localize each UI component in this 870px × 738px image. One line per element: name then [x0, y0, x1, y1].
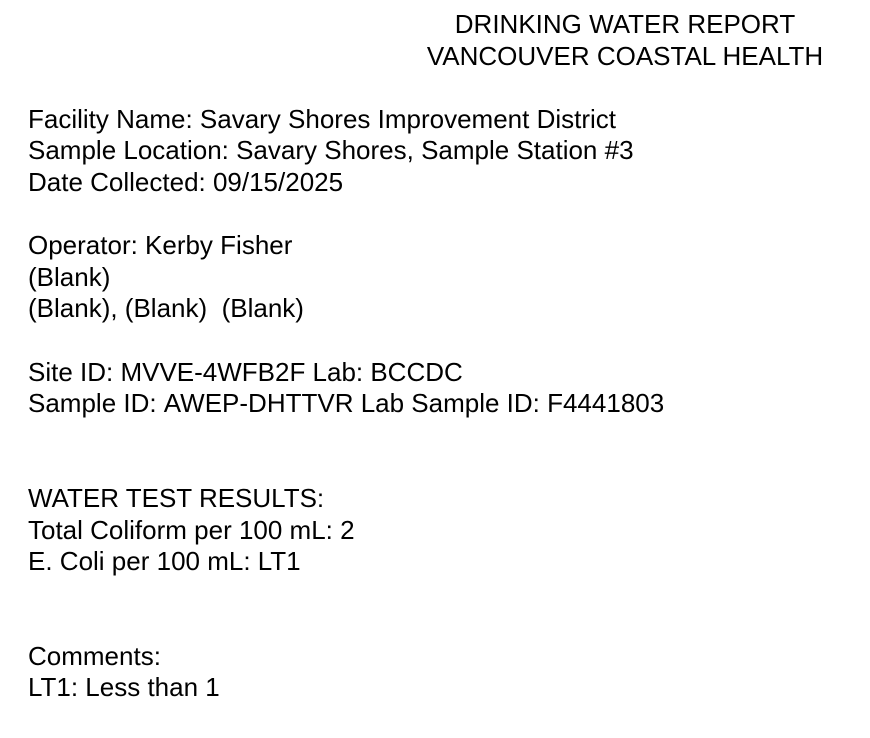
sample-location-line: Sample Location: Savary Shores, Sample St… [28, 135, 870, 167]
e-coli-value: LT1 [257, 546, 301, 577]
operator-blank-group-line: (Blank), (Blank) (Blank) [28, 293, 304, 324]
site-id-pair: Site ID: MVVE-4WFB2F [28, 357, 305, 387]
water-test-results-heading: WATER TEST RESULTS: [28, 482, 325, 513]
report-document: DRINKING WATER REPORT VANCOUVER COASTAL … [28, 9, 870, 704]
sample-id-label: Sample ID: [28, 388, 157, 419]
sample-id-line: Sample ID: AWEP-DHTTVR Lab Sample ID: F4441… [28, 388, 870, 420]
report-subtitle: VANCOUVER COASTAL HEALTH [426, 40, 824, 71]
sample-id-value: AWEP-DHTTVR [163, 388, 354, 419]
lab-pair: Lab: BCCDC [313, 357, 463, 387]
facility-name-line: Facility Name: Savary Shores Improvement … [28, 104, 870, 136]
lab-sample-id-pair: Lab Sample ID: F4441803 [361, 388, 665, 418]
site-id-value: MVVE-4WFB2F [120, 356, 306, 387]
operator-line: Operator: Kerby Fisher [28, 230, 870, 262]
water-test-results-section: WATER TEST RESULTS: Total Coliform per 1… [28, 483, 870, 578]
facility-name-value: Savary Shores Improvement District [199, 103, 617, 134]
comments-section: Comments: LT1: Less than 1 [28, 641, 870, 704]
site-id-label: Site ID: [28, 356, 114, 387]
lt1-note-value: Less than 1 [85, 672, 220, 703]
site-id-lab-line: Site ID: MVVE-4WFB2F Lab: BCCDC [28, 357, 870, 389]
lab-value: BCCDC [370, 356, 463, 387]
comments-heading: Comments: [28, 640, 161, 671]
sample-location-label: Sample Location: [28, 135, 229, 166]
lab-sample-id-label: Lab Sample ID: [360, 388, 540, 419]
e-coli-label: E. Coli per 100 mL: [28, 546, 251, 577]
total-coliform-label: Total Coliform per 100 mL: [28, 514, 333, 545]
sample-id-pair: Sample ID: AWEP-DHTTVR [28, 388, 354, 418]
operator-blank-line: (Blank) [28, 261, 111, 292]
operator-section: Operator: Kerby Fisher (Blank) (Blank), (… [28, 230, 870, 325]
report-title: DRINKING WATER REPORT [454, 9, 796, 39]
date-collected-label: Date Collected: [28, 166, 206, 197]
date-collected-value: 09/15/2025 [212, 166, 344, 197]
operator-label: Operator: [28, 230, 138, 261]
report-header: DRINKING WATER REPORT VANCOUVER COASTAL … [380, 9, 870, 72]
facility-name-label: Facility Name: [28, 103, 193, 134]
sample-location-value: Savary Shores, Sample Station #3 [236, 135, 634, 166]
operator-value: Kerby Fisher [145, 230, 293, 261]
lab-label: Lab: [312, 356, 364, 387]
total-coliform-line: Total Coliform per 100 mL: 2 [28, 515, 870, 547]
e-coli-line: E. Coli per 100 mL: LT1 [28, 546, 870, 578]
total-coliform-value: 2 [340, 514, 355, 545]
lt1-note-line: LT1: Less than 1 [28, 672, 870, 704]
date-collected-line: Date Collected: 09/15/2025 [28, 167, 870, 199]
lab-sample-id-value: F4441803 [547, 388, 665, 419]
identifiers-section: Site ID: MVVE-4WFB2F Lab: BCCDC Sample ID: A… [28, 357, 870, 420]
lt1-note-label: LT1: [28, 672, 79, 703]
facility-section: Facility Name: Savary Shores Improvement … [28, 104, 870, 199]
